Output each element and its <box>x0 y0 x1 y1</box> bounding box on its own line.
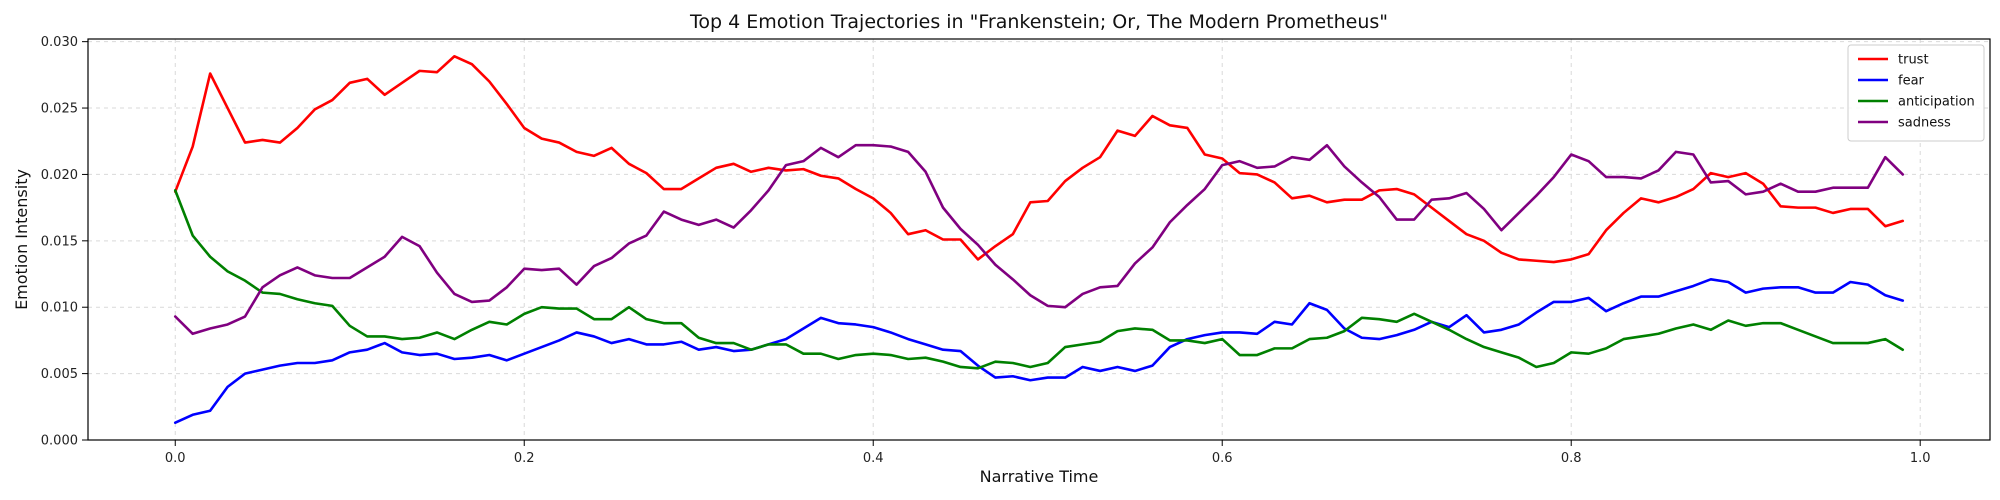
x-tick-label: 0.2 <box>514 451 535 466</box>
y-tick-label: 0.005 <box>41 367 78 382</box>
x-tick-label: 0.0 <box>165 451 186 466</box>
legend-box <box>1847 44 1985 142</box>
legend: trust fear anticipation sadness <box>1847 44 1985 142</box>
y-tick-label: 0.015 <box>41 234 78 249</box>
series-line-trust <box>173 54 1905 264</box>
legend-label-trust: trust <box>1898 53 1929 68</box>
x-tick-label: 0.8 <box>1561 451 1582 466</box>
series-line-fear <box>173 278 1905 425</box>
legend-label-anticipation: anticipation <box>1898 95 1975 110</box>
x-axis-label: Narrative Time <box>980 467 1099 486</box>
y-tick-label: 0.000 <box>41 434 78 449</box>
chart-title: Top 4 Emotion Trajectories in "Frankenst… <box>689 11 1388 33</box>
y-axis-ticks: 0.000 0.005 0.010 0.015 0.020 0.025 0.030 <box>41 35 88 449</box>
x-tick-label: 1.0 <box>1910 451 1931 466</box>
y-axis-label: Emotion Intensity <box>12 169 31 310</box>
legend-label-fear: fear <box>1898 74 1925 89</box>
x-tick-label: 0.4 <box>863 451 884 466</box>
legend-label-sadness: sadness <box>1898 116 1951 131</box>
plot-frame <box>87 38 1991 441</box>
x-axis-ticks: 0.0 0.2 0.4 0.6 0.8 1.0 <box>165 440 1931 466</box>
plot-series <box>173 54 1905 425</box>
series-line-sadness <box>173 143 1905 336</box>
y-tick-label: 0.025 <box>41 102 78 117</box>
y-tick-label: 0.020 <box>41 168 78 183</box>
x-tick-label: 0.6 <box>1212 451 1233 466</box>
series-line-anticipation <box>173 189 1905 370</box>
y-tick-label: 0.010 <box>41 301 78 316</box>
y-tick-label: 0.030 <box>41 35 78 50</box>
